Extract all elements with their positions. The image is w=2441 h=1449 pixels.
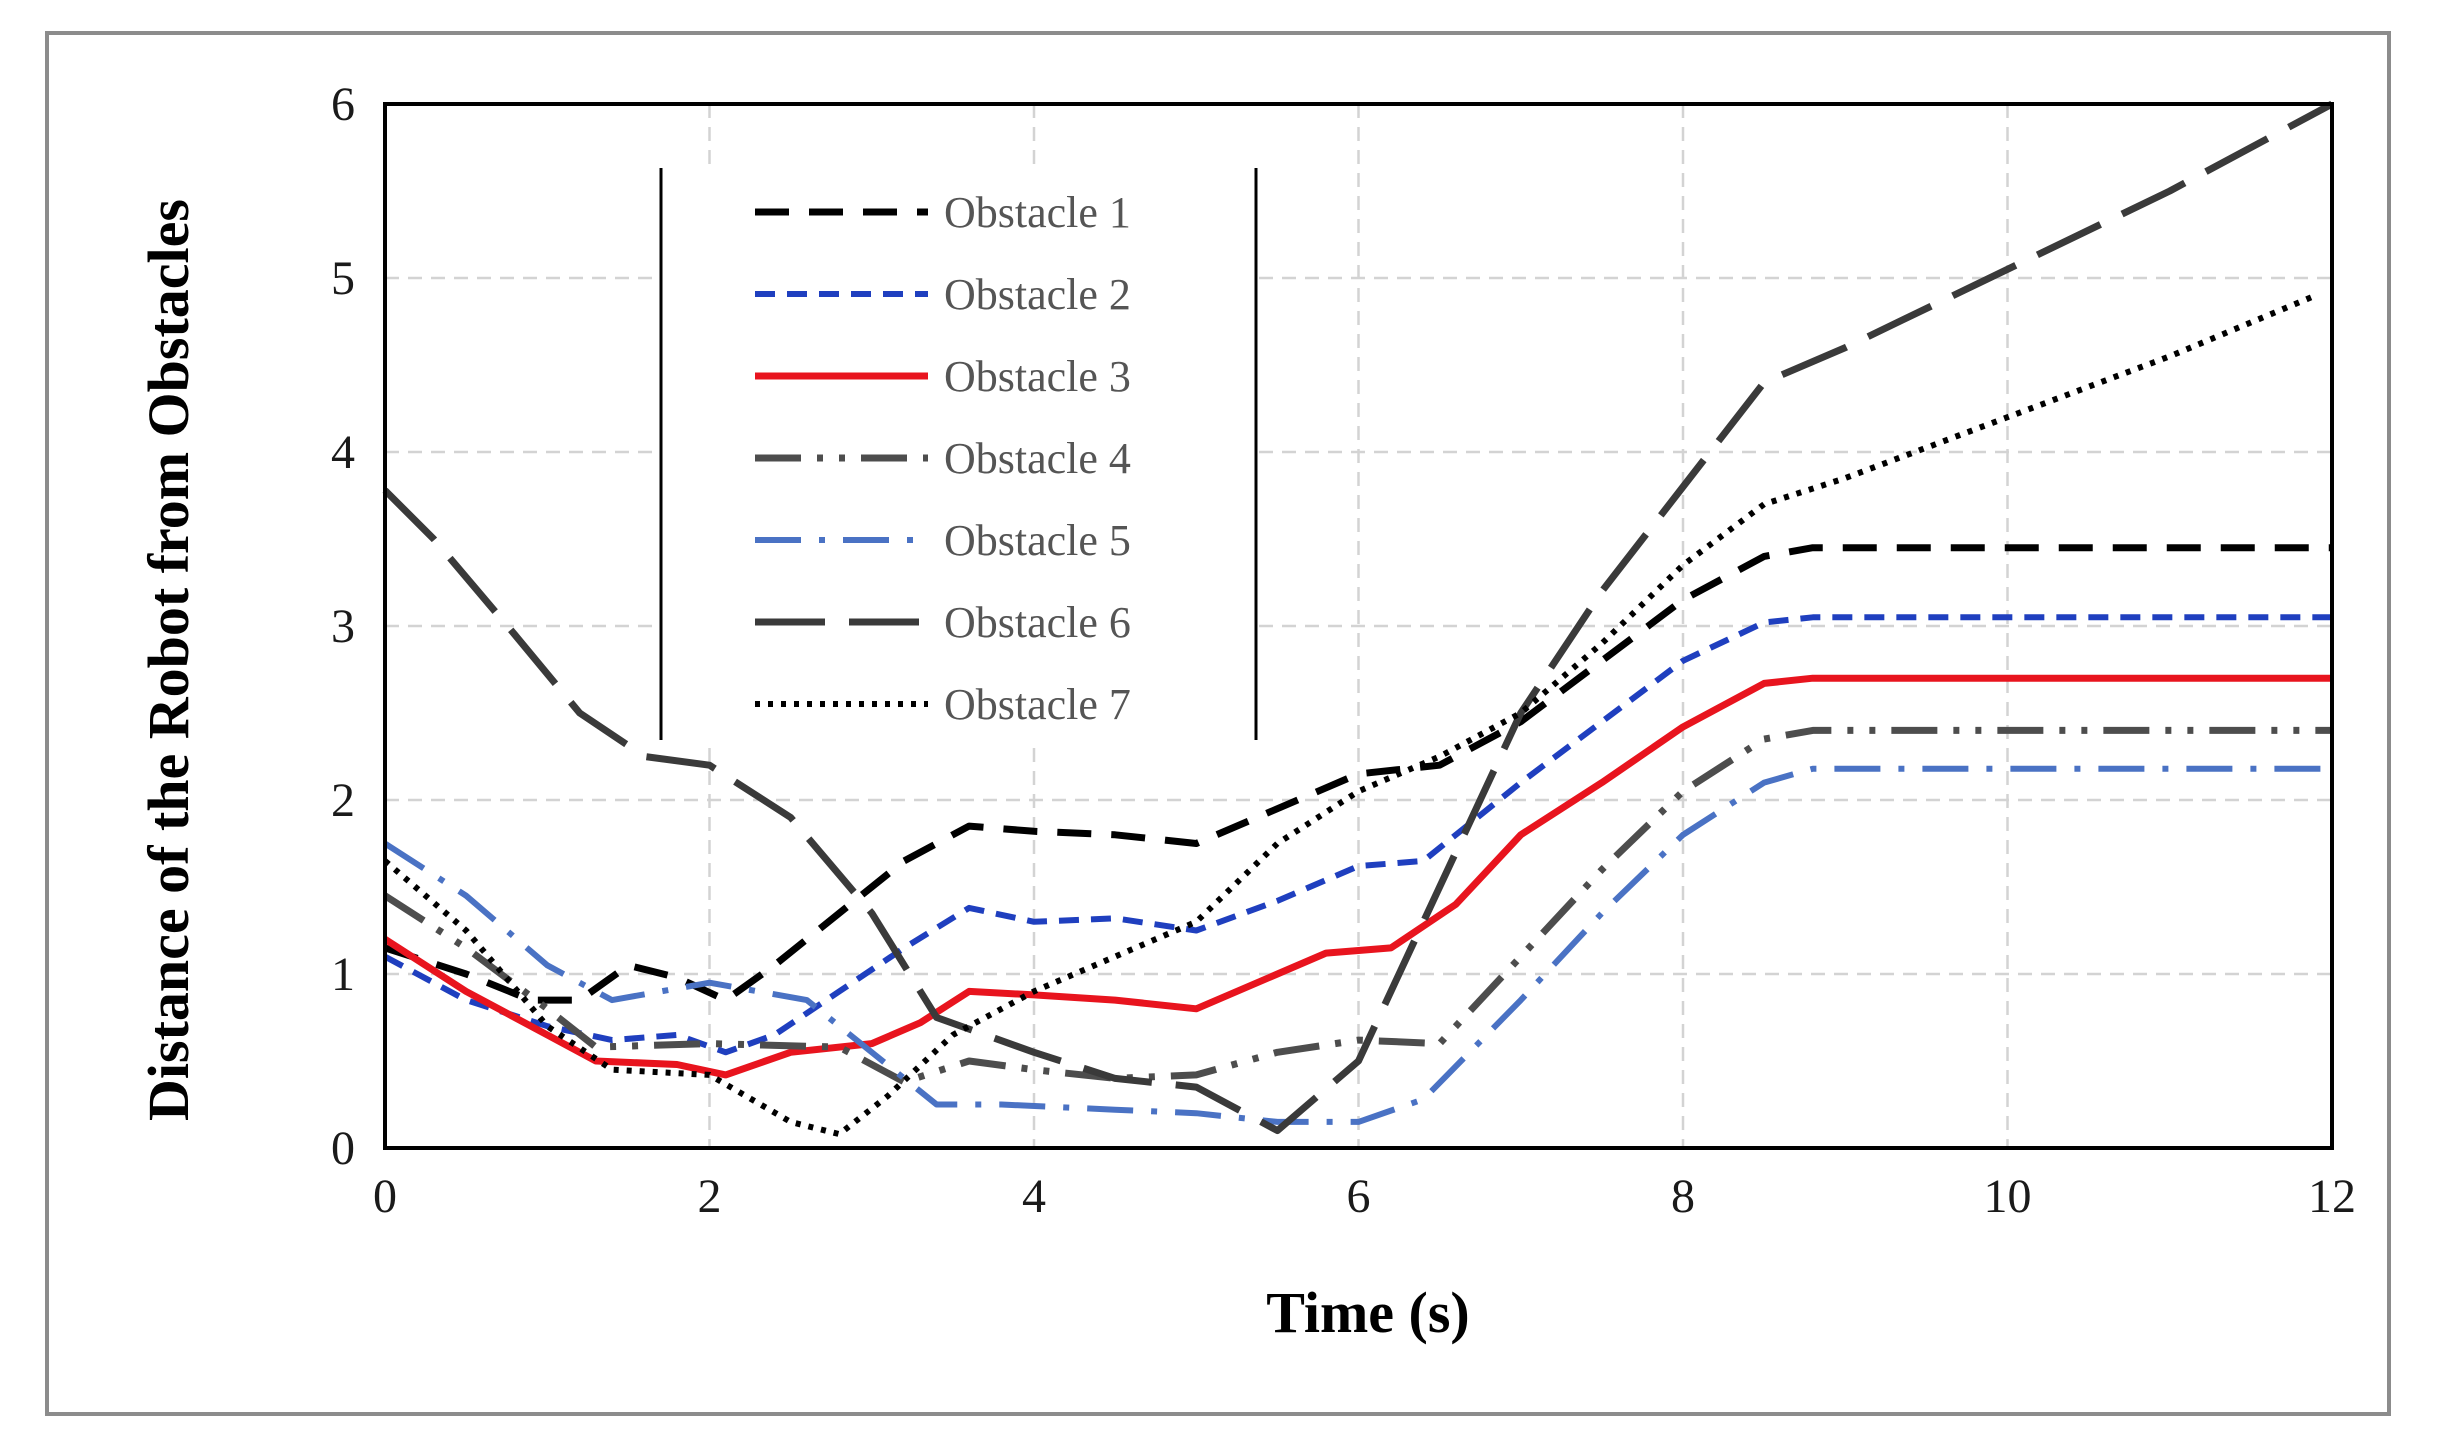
legend-background [661, 168, 1256, 740]
y-axis-title: Distance of the Robot from Obstacles [136, 199, 201, 1121]
y-tick-label: 1 [331, 948, 355, 1001]
y-tick-label: 5 [331, 252, 355, 305]
legend-label-obstacle-2: Obstacle 2 [944, 270, 1131, 319]
series-line-obstacle-1 [383, 544, 2332, 1004]
legend-label-obstacle-5: Obstacle 5 [944, 516, 1131, 565]
y-tick-label: 2 [331, 774, 355, 827]
series-line-obstacle-6 [382, 100, 2334, 1135]
axes [383, 102, 2334, 1150]
x-tick-label: 4 [1022, 1170, 1046, 1223]
plot-area-border [383, 102, 2334, 1150]
chart-frame [45, 31, 2391, 1416]
legend-label-obstacle-6: Obstacle 6 [944, 598, 1131, 647]
legend-label-obstacle-7: Obstacle 7 [944, 680, 1131, 729]
series-line-obstacle-5 [383, 765, 2332, 1125]
legend-label-obstacle-4: Obstacle 4 [944, 434, 1131, 483]
x-tick-label: 0 [373, 1170, 397, 1223]
series-group [382, 100, 2334, 1138]
series-line-obstacle-3 [383, 674, 2332, 1079]
y-tick-label: 3 [331, 600, 355, 653]
x-tick-label: 2 [698, 1170, 722, 1223]
y-tick-label: 6 [331, 78, 355, 131]
legend-label-obstacle-3: Obstacle 3 [944, 352, 1131, 401]
x-tick-label: 6 [1347, 1170, 1371, 1223]
x-axis-title: Time (s) [1266, 1280, 1470, 1345]
legend-label-obstacle-1: Obstacle 1 [944, 188, 1131, 237]
series-line-obstacle-4 [383, 726, 2332, 1086]
x-tick-label: 12 [2308, 1170, 2356, 1223]
x-tick-label: 10 [1984, 1170, 2032, 1223]
legend: Obstacle 1 Obstacle 2 Obstacle 3 Obstacle 4… [659, 168, 1258, 740]
y-tick-label: 0 [331, 1122, 355, 1175]
x-tick-label: 8 [1671, 1170, 1695, 1223]
y-tick-label: 4 [331, 426, 355, 479]
series-line-obstacle-2 [383, 614, 2332, 1056]
